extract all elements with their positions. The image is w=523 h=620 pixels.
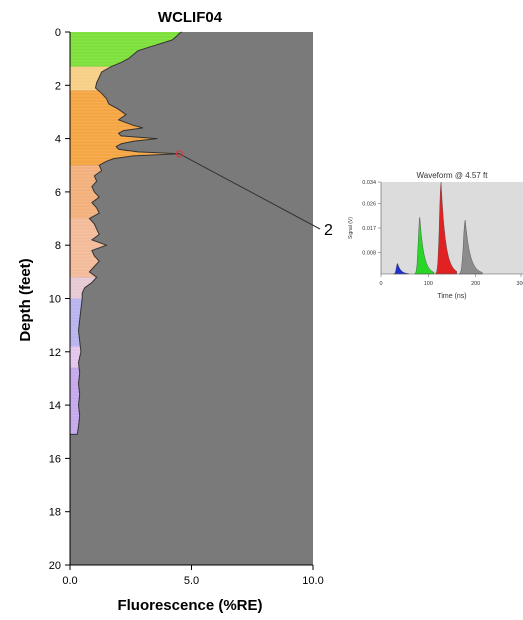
waveform-x-tick-label: 100	[424, 281, 433, 287]
x-tick-label: 0.0	[62, 575, 77, 587]
x-tick-label: 10.0	[302, 575, 323, 587]
main-y-axis-label: Depth (feet)	[17, 258, 34, 341]
x-tick-label: 5.0	[184, 575, 199, 587]
main-x-ticks: 0.0 5.0 10.0	[62, 565, 324, 587]
y-tick-label: 16	[49, 453, 61, 465]
waveform-x-axis-label: Time (ns)	[437, 293, 466, 300]
waveform-y-tick-label: 0.034	[362, 180, 376, 186]
main-chart-title: WCLIF04	[158, 9, 223, 26]
waveform-y-axis-label: Signal (V)	[348, 217, 354, 239]
main-chart: WCLIF04 0 2 4 6 8 10 12 14 16 18 20 0.0 5.0 10.0 Dep…	[17, 9, 333, 614]
y-tick-label: 6	[55, 187, 61, 199]
waveform-y-tick-label: 0.017	[362, 226, 376, 232]
waveform-peaks	[393, 181, 483, 275]
waveform-x-ticks: 0 100 200 300	[379, 274, 523, 287]
waveform-inset: Waveform @ 4.57 ft 0.0080.0170.0260.034 …	[348, 171, 523, 300]
fluorescence-band	[70, 32, 182, 67]
fluorescence-band	[70, 298, 83, 347]
main-x-axis-label: Fluorescence (%RE)	[117, 597, 262, 614]
y-tick-label: 8	[55, 240, 61, 252]
y-tick-label: 10	[49, 294, 61, 306]
fluorescence-outline	[70, 31, 183, 435]
annotation-label: 2	[324, 222, 333, 239]
fluorescence-band	[70, 90, 180, 166]
waveform-x-tick-label: 0	[379, 281, 382, 287]
waveform-peak	[435, 181, 457, 275]
y-tick-label: 0	[55, 27, 61, 39]
y-tick-label: 2	[55, 80, 61, 92]
y-tick-label: 12	[49, 347, 61, 359]
waveform-x-tick-label: 300	[516, 281, 523, 287]
waveform-plot-background	[381, 182, 523, 274]
y-tick-label: 14	[49, 400, 61, 412]
waveform-peak	[414, 217, 435, 275]
waveform-x-tick-label: 200	[471, 281, 480, 287]
fluorescence-band	[70, 277, 97, 299]
y-tick-label: 4	[55, 134, 61, 146]
fluorescence-band	[70, 367, 80, 435]
waveform-title: Waveform @ 4.57 ft	[417, 171, 489, 180]
y-tick-label: 18	[49, 507, 61, 519]
y-tick-label: 20	[49, 560, 61, 572]
annotation-marker	[175, 150, 183, 158]
annotation-leader-line	[179, 153, 321, 230]
waveform-peak	[458, 219, 483, 275]
main-y-ticks: 0 2 4 6 8 10 12 14 16 18 20	[49, 27, 70, 572]
waveform-y-tick-label: 0.008	[362, 250, 376, 256]
waveform-y-tick-label: 0.026	[362, 202, 376, 208]
waveform-y-ticks: 0.008 0.017 0.026 0.034	[362, 180, 381, 256]
waveform-peak	[393, 263, 410, 275]
